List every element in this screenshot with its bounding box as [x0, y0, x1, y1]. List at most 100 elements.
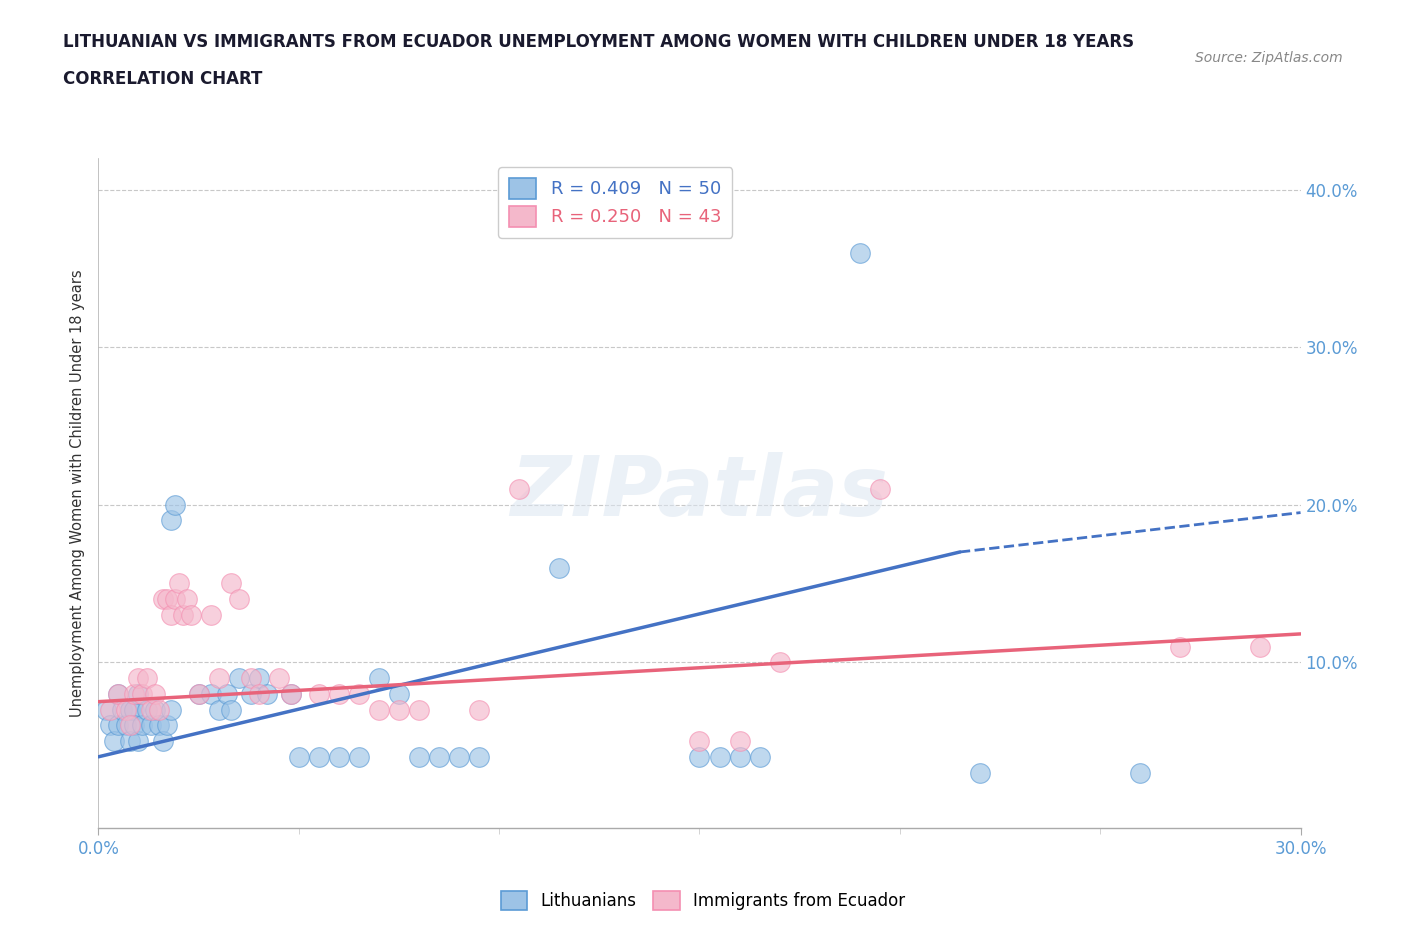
Point [769, 655, 792, 670]
Point [408, 702, 430, 717]
Point [152, 591, 174, 606]
Point [388, 686, 411, 701]
Point [148, 718, 170, 733]
Point [728, 750, 751, 764]
Point [368, 671, 391, 685]
Point [159, 513, 181, 528]
Point [135, 702, 157, 717]
Point [120, 718, 142, 733]
Point [167, 576, 190, 591]
Point [256, 686, 278, 701]
Point [689, 750, 711, 764]
Point [219, 702, 242, 717]
Point [215, 686, 238, 701]
Text: CORRELATION CHART: CORRELATION CHART [63, 70, 263, 87]
Point [247, 686, 270, 701]
Point [368, 702, 391, 717]
Point [308, 686, 330, 701]
Point [328, 750, 350, 764]
Point [176, 591, 198, 606]
Point [208, 702, 231, 717]
Point [187, 686, 209, 701]
Point [120, 702, 142, 717]
Point [131, 718, 153, 733]
Point [388, 702, 411, 717]
Point [115, 718, 138, 733]
Point [228, 671, 250, 685]
Point [143, 686, 166, 701]
Point [107, 718, 129, 733]
Point [128, 686, 150, 701]
Point [728, 734, 751, 749]
Point [200, 607, 222, 622]
Point [159, 702, 181, 717]
Point [267, 671, 290, 685]
Point [427, 750, 450, 764]
Point [159, 607, 181, 622]
Point [139, 702, 162, 717]
Point [208, 671, 231, 685]
Point [128, 734, 150, 749]
Point [124, 718, 146, 733]
Point [152, 734, 174, 749]
Point [308, 750, 330, 764]
Point [155, 718, 177, 733]
Point [468, 750, 491, 764]
Point [239, 671, 262, 685]
Point [128, 671, 150, 685]
Point [748, 750, 770, 764]
Point [1250, 639, 1272, 654]
Point [148, 702, 170, 717]
Point [96, 702, 118, 717]
Point [239, 686, 262, 701]
Point [187, 686, 209, 701]
Text: Source: ZipAtlas.com: Source: ZipAtlas.com [1195, 51, 1343, 65]
Point [155, 591, 177, 606]
Point [447, 750, 470, 764]
Point [163, 498, 186, 512]
Point [709, 750, 731, 764]
Text: ZIPatlas: ZIPatlas [510, 452, 889, 534]
Point [120, 734, 142, 749]
Point [288, 750, 311, 764]
Point [247, 671, 270, 685]
Point [107, 686, 129, 701]
Point [103, 734, 125, 749]
Point [347, 750, 370, 764]
Y-axis label: Unemployment Among Women with Children Under 18 years: Unemployment Among Women with Children U… [70, 269, 86, 717]
Point [347, 686, 370, 701]
Point [508, 482, 530, 497]
Point [180, 607, 202, 622]
Point [200, 686, 222, 701]
Point [124, 686, 146, 701]
Legend: Lithuanians, Immigrants from Ecuador: Lithuanians, Immigrants from Ecuador [494, 884, 912, 917]
Point [107, 686, 129, 701]
Point [280, 686, 302, 701]
Point [869, 482, 891, 497]
Point [1170, 639, 1192, 654]
Point [969, 765, 991, 780]
Point [115, 702, 138, 717]
Point [172, 607, 194, 622]
Point [468, 702, 491, 717]
Point [139, 718, 162, 733]
Point [143, 702, 166, 717]
Text: LITHUANIAN VS IMMIGRANTS FROM ECUADOR UNEMPLOYMENT AMONG WOMEN WITH CHILDREN UND: LITHUANIAN VS IMMIGRANTS FROM ECUADOR UN… [63, 33, 1135, 50]
Point [111, 702, 134, 717]
Point [689, 734, 711, 749]
Point [100, 718, 122, 733]
Point [135, 671, 157, 685]
Legend: R = 0.409   N = 50, R = 0.250   N = 43: R = 0.409 N = 50, R = 0.250 N = 43 [499, 167, 733, 238]
Point [228, 591, 250, 606]
Point [849, 246, 872, 260]
Point [408, 750, 430, 764]
Point [328, 686, 350, 701]
Point [163, 591, 186, 606]
Point [1129, 765, 1152, 780]
Point [548, 560, 571, 575]
Point [219, 576, 242, 591]
Point [280, 686, 302, 701]
Point [100, 702, 122, 717]
Point [131, 686, 153, 701]
Point [124, 702, 146, 717]
